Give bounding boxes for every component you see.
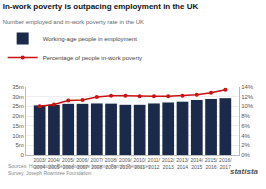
svg-text:5m: 5m	[15, 142, 23, 148]
svg-text:2015/2016: 2015/2016	[205, 157, 218, 170]
svg-text:35m: 35m	[12, 84, 24, 90]
svg-text:Number employed and in-work po: Number employed and in-work poverty rate…	[3, 19, 144, 25]
svg-text:2005/2006: 2005/2006	[62, 157, 75, 170]
svg-text:10m: 10m	[12, 133, 24, 139]
svg-text:statista: statista	[230, 167, 259, 176]
svg-text:6%: 6%	[241, 123, 250, 129]
svg-text:2011/2012: 2011/2012	[148, 157, 161, 170]
svg-text:20m: 20m	[12, 113, 24, 119]
svg-text:14%: 14%	[241, 84, 254, 90]
svg-text:2004/2005: 2004/2005	[48, 157, 61, 170]
svg-text:In-work poverty is outpacing e: In-work poverty is outpacing employment …	[3, 2, 199, 11]
svg-text:Percentage of people in-work p: Percentage of people in-work poverty	[43, 55, 142, 61]
svg-text:0%: 0%	[241, 152, 250, 158]
svg-text:Working-age people in employme: Working-age people in employment	[43, 36, 138, 42]
svg-text:0: 0	[20, 152, 24, 158]
svg-text:2010/2011: 2010/2011	[133, 157, 146, 170]
svg-text:2014/2015: 2014/2015	[191, 157, 204, 170]
svg-text:2003/2004: 2003/2004	[33, 157, 46, 170]
svg-text:2009/2010: 2009/2010	[119, 157, 132, 170]
svg-text:2016/2017: 2016/2017	[219, 157, 232, 170]
svg-text:30m: 30m	[12, 94, 24, 100]
svg-text:2007/2008: 2007/2008	[91, 157, 104, 170]
svg-text:8%: 8%	[241, 113, 250, 119]
svg-text:2013/2014: 2013/2014	[176, 157, 189, 170]
svg-text:2006/2007: 2006/2007	[76, 157, 89, 170]
svg-text:12%: 12%	[241, 94, 254, 100]
svg-text:25m: 25m	[12, 103, 24, 109]
svg-text:15m: 15m	[12, 123, 24, 129]
svg-text:10%: 10%	[241, 103, 254, 109]
svg-text:2008/2009: 2008/2009	[105, 157, 118, 170]
svg-text:4%: 4%	[241, 133, 250, 139]
svg-text:2%: 2%	[241, 142, 250, 148]
svg-text:2012/2013: 2012/2013	[162, 157, 175, 170]
svg-text:Sources: Households Below Aver: Sources: Households Below Average Income…	[8, 163, 151, 176]
